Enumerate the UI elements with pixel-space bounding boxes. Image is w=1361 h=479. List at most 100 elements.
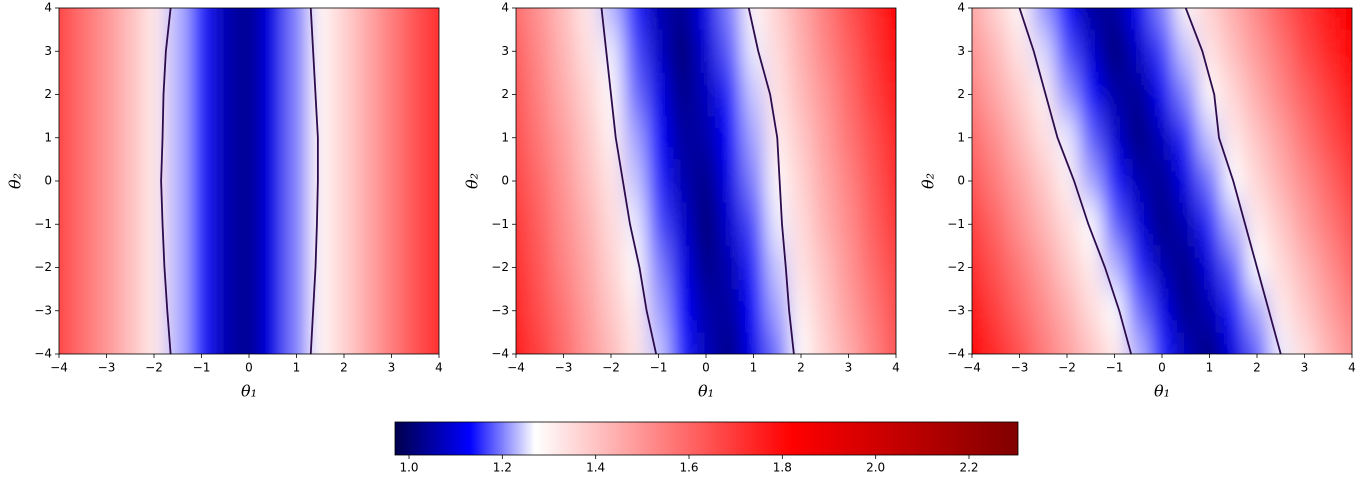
- x-tick-label: 0: [702, 361, 710, 375]
- heatmap-cell: [261, 289, 285, 333]
- heatmap-cell: [166, 73, 190, 117]
- heatmap-cell: [285, 289, 309, 333]
- heatmap-cell: [261, 246, 285, 290]
- heatmap-cell: [285, 203, 309, 247]
- heatmap-cell: [1221, 203, 1245, 247]
- colorbar-tick-label: 2.2: [959, 461, 978, 475]
- heatmap-cell: [813, 203, 837, 247]
- heatmap-cell: [403, 73, 427, 117]
- heatmap-cell: [403, 246, 427, 290]
- heatmap-cell: [813, 73, 837, 117]
- y-tick-label: −4: [34, 347, 52, 361]
- heatmap-cell: [599, 246, 623, 290]
- heatmap-cell: [1174, 0, 1198, 30]
- heatmap-cell: [1055, 30, 1079, 74]
- heatmap-cell: [213, 159, 237, 203]
- colorbar-bar: [395, 422, 1018, 455]
- heatmap-cell: [403, 116, 427, 160]
- heatmap-cell: [403, 0, 427, 30]
- heatmap-cell: [1316, 73, 1340, 117]
- heatmap-cell: [1198, 246, 1222, 290]
- heatmap-cell: [213, 246, 237, 290]
- heatmap-cell: [599, 203, 623, 247]
- heatmap-cell: [1031, 0, 1055, 30]
- heatmap-cell: [427, 116, 479, 160]
- x-tick-label: −3: [98, 361, 116, 375]
- heatmap-cell: [71, 289, 95, 333]
- heatmap-cell: [860, 332, 884, 414]
- x-tick-label: −3: [1011, 361, 1029, 375]
- colorbar-tick-label: 1.4: [586, 461, 605, 475]
- x-tick-label: 2: [797, 361, 805, 375]
- x-axis-label: θ₁: [241, 382, 257, 401]
- x-tick-label: −2: [145, 361, 163, 375]
- heatmap-cell: [1079, 116, 1103, 160]
- heatmap-cell: [332, 30, 356, 74]
- heatmap-cell: [718, 332, 742, 414]
- x-tick-label: −2: [1058, 361, 1076, 375]
- heatmap-cell: [308, 116, 332, 160]
- heatmap-cell: [71, 0, 95, 30]
- heatmap-cell: [1126, 332, 1150, 414]
- heatmap-cell: [1055, 73, 1079, 117]
- heatmap-cell: [1245, 0, 1269, 30]
- heatmap-cell: [332, 116, 356, 160]
- heatmap-cell: [765, 0, 789, 30]
- heatmap-cell: [308, 73, 332, 117]
- heatmap-cell: [403, 159, 427, 203]
- heatmap-cell: [528, 289, 552, 333]
- heatmap-cell: [118, 116, 142, 160]
- heatmap-cell: [261, 116, 285, 160]
- heatmap-cell: [1293, 159, 1317, 203]
- heatmap-cell: [528, 0, 552, 30]
- heatmap-cell: [356, 159, 380, 203]
- heatmap-cell: [1221, 30, 1245, 74]
- heatmap-cell: [1126, 116, 1150, 160]
- heatmap-cell: [1245, 289, 1269, 333]
- heatmap-cell: [95, 0, 119, 30]
- y-tick-label: −4: [491, 347, 509, 361]
- heatmap-cell: [860, 289, 884, 333]
- heatmap-cell: [552, 30, 576, 74]
- heatmap-cell: [261, 203, 285, 247]
- heatmap-cell: [166, 30, 190, 74]
- heatmap-cell: [984, 289, 1008, 333]
- heatmap-cell: [837, 0, 861, 30]
- heatmap-cell: [1150, 203, 1174, 247]
- heatmap-cell: [1198, 30, 1222, 74]
- heatmap-cell: [1293, 289, 1317, 333]
- x-tick-label: −1: [1106, 361, 1124, 375]
- heatmap-cell: [166, 289, 190, 333]
- heatmap-cell: [1316, 203, 1340, 247]
- heatmap-cell: [356, 0, 380, 30]
- heatmap-cell: [984, 159, 1008, 203]
- heatmap-cell: [552, 289, 576, 333]
- heatmap-cell: [742, 0, 766, 30]
- heatmap-cell: [1174, 73, 1198, 117]
- y-tick-label: 4: [957, 1, 965, 15]
- heatmap-cell: [789, 159, 813, 203]
- x-tick-label: 3: [1301, 361, 1309, 375]
- heatmap-cell: [1174, 289, 1198, 333]
- heatmap-cell: [1316, 159, 1340, 203]
- heatmap-cell: [647, 73, 671, 117]
- heatmap-cell: [552, 0, 576, 30]
- y-tick-label: 3: [44, 44, 52, 58]
- heatmap-cell: [427, 0, 479, 30]
- x-tick-label: −2: [602, 361, 620, 375]
- heatmap-cell: [190, 116, 214, 160]
- heatmap-cell: [1079, 0, 1103, 30]
- heatmap-cell: [427, 73, 479, 117]
- y-tick-label: −2: [34, 260, 52, 274]
- y-tick-label: −1: [947, 217, 965, 231]
- heatmap-cell: [285, 73, 309, 117]
- heatmap-cell: [95, 73, 119, 117]
- heatmap-cell: [308, 203, 332, 247]
- heatmap-cell: [984, 332, 1008, 414]
- heatmap-cell: [670, 30, 694, 74]
- heatmap-cells: [476, 0, 937, 415]
- heatmap-cell: [813, 159, 837, 203]
- heatmap-cell: [670, 203, 694, 247]
- heatmap-cell: [575, 73, 599, 117]
